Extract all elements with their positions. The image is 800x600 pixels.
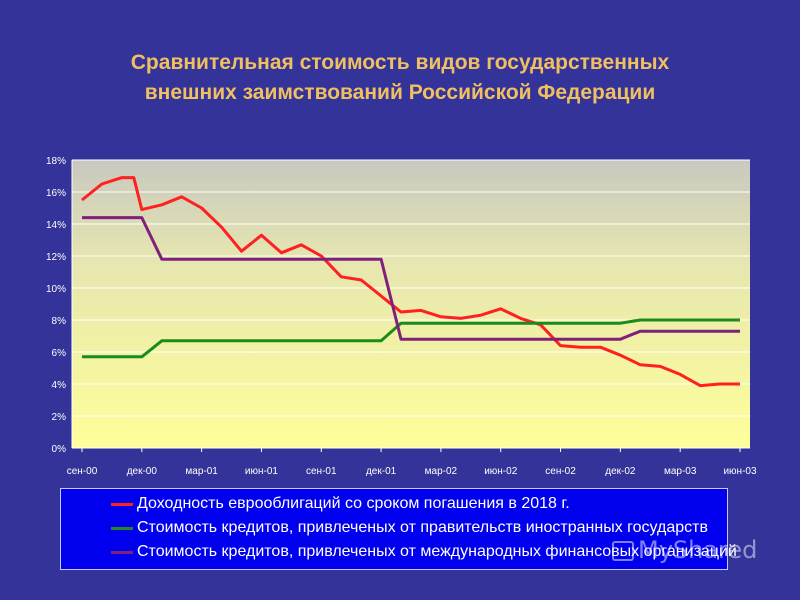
x-tick-label: дек-02: [605, 466, 636, 477]
y-tick-label: 18%: [46, 156, 66, 167]
series-lines: [81, 176, 740, 388]
slide-title-line-2: внешних заимствований Российской Федерац…: [144, 81, 656, 104]
series-line-government-loans: [82, 318, 740, 359]
x-tick-label: июн-01: [245, 466, 279, 477]
y-tick-label: 8%: [52, 316, 67, 327]
slide-title: Сравнительная стоимость видов государств…: [40, 48, 760, 108]
y-tick-label: 10%: [46, 284, 66, 295]
legend-label: Стоимость кредитов, привлеченых от между…: [137, 543, 737, 560]
legend-item-government-loans: Стоимость кредитов, привлеченых от прави…: [61, 516, 727, 540]
x-tick-label: июн-02: [484, 466, 518, 477]
y-tick-label: 4%: [52, 380, 67, 391]
series-line-ifo-loans: [82, 216, 740, 341]
legend-label: Стоимость кредитов, привлеченых от прави…: [137, 519, 708, 536]
watermark-logo: MyShared: [612, 536, 757, 564]
y-tick-label: 16%: [46, 188, 66, 199]
x-tick-label: сен-02: [545, 466, 576, 477]
legend-item-eurobond-yield: Доходность еврооблигаций со сроком погаш…: [61, 492, 727, 516]
x-tick-label: дек-01: [366, 466, 397, 477]
x-tick-label: июн-03: [723, 466, 757, 477]
y-axis: 0% 2% 4% 6% 8% 10% 12% 14% 16% 18%: [46, 156, 66, 455]
y-tick-label: 2%: [52, 412, 67, 423]
x-tick-label: сен-01: [306, 466, 337, 477]
legend-item-ifo-loans: Стоимость кредитов, привлеченых от между…: [61, 540, 737, 564]
legend-swatch-red: [111, 503, 133, 506]
chart-legend: Доходность еврооблигаций со сроком погаш…: [60, 488, 737, 570]
x-axis: сен-00 дек-00 мар-01 июн-01 сен-01 дек-01 мар-…: [67, 448, 757, 477]
y-tick-label: 14%: [46, 220, 66, 231]
presentation-icon: [612, 541, 634, 561]
legend-label: Доходность еврооблигаций со сроком погаш…: [137, 495, 570, 512]
series-line-eurobond-yield: [81, 176, 740, 388]
x-tick-label: мар-03: [664, 466, 697, 477]
legend-swatch-green: [111, 527, 133, 530]
slide-title-line-1: Сравнительная стоимость видов государств…: [130, 51, 670, 74]
x-tick-label: мар-01: [185, 466, 218, 477]
y-tick-label: 6%: [52, 348, 67, 359]
x-tick-label: мар-02: [425, 466, 458, 477]
x-tick-label: дек-00: [127, 466, 158, 477]
plot-area: [72, 160, 750, 448]
y-tick-label: 0%: [52, 444, 67, 455]
x-tick-label: сен-00: [67, 466, 98, 477]
watermark-text: MyShared: [638, 536, 758, 564]
legend-swatch-purple: [111, 551, 133, 554]
y-tick-label: 12%: [46, 252, 66, 263]
